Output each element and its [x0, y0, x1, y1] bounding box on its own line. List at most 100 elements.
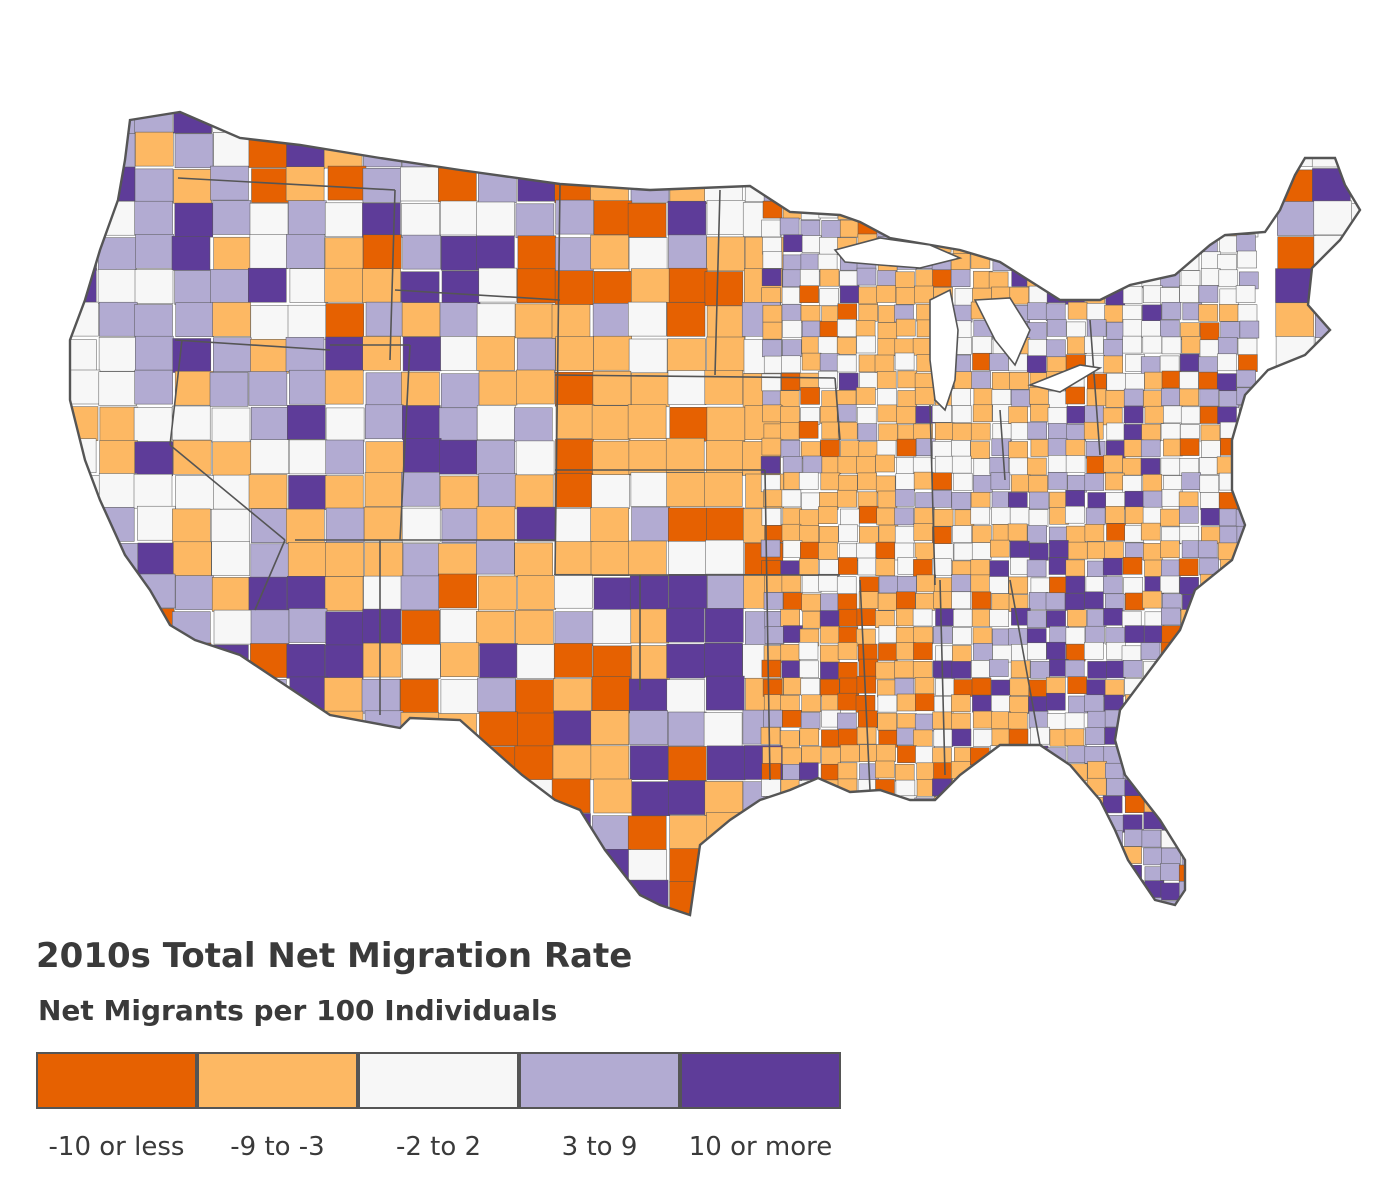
- county-polygon: [858, 441, 879, 459]
- county-polygon: [1009, 372, 1029, 390]
- county-polygon: [933, 116, 953, 135]
- county-polygon: [248, 112, 288, 135]
- county-polygon: [780, 644, 801, 662]
- county-polygon: [250, 643, 289, 678]
- county-polygon: [1029, 829, 1049, 847]
- county-polygon: [953, 899, 973, 915]
- county-polygon: [628, 135, 667, 170]
- county-polygon: [325, 407, 365, 443]
- county-polygon: [134, 304, 173, 339]
- county-polygon: [1143, 847, 1163, 866]
- great-lakes: [833, 237, 1103, 412]
- county-polygon: [1124, 625, 1145, 643]
- county-polygon: [781, 489, 802, 508]
- county-polygon: [285, 337, 325, 372]
- county-polygon: [440, 200, 479, 236]
- county-polygon: [555, 199, 594, 235]
- county-polygon: [1161, 661, 1181, 679]
- county-polygon: [1124, 729, 1145, 747]
- county-polygon: [668, 746, 707, 781]
- county-polygon: [1029, 386, 1049, 405]
- county-polygon: [173, 541, 212, 577]
- county-polygon: [1086, 679, 1106, 697]
- county-polygon: [1199, 339, 1220, 358]
- county-polygon: [1217, 763, 1238, 782]
- county-polygon: [1200, 729, 1221, 747]
- county-polygon: [401, 471, 440, 507]
- county-polygon: [70, 201, 99, 236]
- county-polygon: [1313, 645, 1352, 681]
- county-polygon: [1144, 116, 1165, 135]
- county-polygon: [592, 815, 631, 850]
- county-polygon: [1067, 798, 1087, 816]
- county-polygon: [1180, 406, 1201, 425]
- county-polygon: [1354, 915, 1392, 940]
- county-polygon: [819, 610, 840, 628]
- county-polygon: [440, 679, 480, 714]
- county-polygon: [1125, 183, 1145, 201]
- county-polygon: [630, 472, 670, 507]
- county-polygon: [403, 813, 443, 849]
- county-polygon: [855, 320, 876, 338]
- county-polygon: [668, 574, 708, 609]
- county-polygon: [175, 713, 215, 749]
- county-polygon: [1105, 201, 1125, 220]
- county-polygon: [916, 762, 936, 781]
- county-polygon: [1047, 472, 1068, 490]
- county-polygon: [1008, 492, 1028, 510]
- county-polygon: [515, 440, 555, 476]
- county-polygon: [761, 437, 782, 456]
- county-polygon: [895, 627, 916, 645]
- county-polygon: [951, 217, 971, 236]
- county-polygon: [1161, 370, 1182, 389]
- county-polygon: [289, 676, 329, 712]
- county-polygon: [838, 150, 859, 169]
- county-polygon: [213, 474, 252, 510]
- county-polygon: [762, 133, 782, 152]
- county-polygon: [1064, 134, 1085, 152]
- county-polygon: [248, 267, 287, 303]
- county-polygon: [1217, 353, 1237, 372]
- county-polygon: [251, 168, 290, 203]
- county-polygon: [1178, 237, 1199, 255]
- county-polygon: [628, 849, 667, 884]
- county-polygon: [210, 165, 249, 201]
- county-polygon: [954, 914, 974, 915]
- county-polygon: [1104, 846, 1125, 864]
- county-polygon: [798, 421, 819, 439]
- county-polygon: [1161, 693, 1182, 712]
- county-polygon: [876, 744, 896, 762]
- county-polygon: [1218, 472, 1239, 491]
- county-polygon: [1277, 608, 1316, 643]
- county-polygon: [1065, 439, 1086, 457]
- county-polygon: [951, 388, 971, 406]
- legend-swatch-bin-5: [680, 1052, 841, 1109]
- county-polygon: [1218, 678, 1238, 697]
- county-polygon: [779, 390, 800, 408]
- county-polygon: [1311, 474, 1351, 509]
- county-polygon: [1008, 728, 1029, 747]
- county-polygon: [781, 899, 801, 915]
- county-polygon: [1236, 744, 1256, 763]
- county-polygon: [1125, 217, 1145, 236]
- county-polygon: [514, 815, 554, 850]
- county-polygon: [799, 525, 819, 543]
- county-polygon: [439, 475, 479, 511]
- county-polygon: [1103, 880, 1123, 899]
- county-polygon: [762, 746, 782, 765]
- county-polygon: [401, 302, 441, 337]
- county-polygon: [1142, 184, 1163, 202]
- county-polygon: [631, 781, 671, 816]
- county-polygon: [629, 745, 669, 780]
- county-polygon: [1029, 150, 1050, 168]
- county-polygon: [990, 745, 1010, 763]
- county-polygon: [1028, 509, 1049, 527]
- county-polygon: [837, 133, 857, 151]
- lake-superior: [833, 237, 963, 269]
- legend-label-bin-2: -9 to -3: [230, 1132, 325, 1162]
- county-polygon: [1122, 557, 1143, 575]
- county-polygon: [1010, 779, 1030, 798]
- county-polygon: [897, 745, 917, 763]
- county-polygon: [134, 269, 174, 304]
- county-polygon: [590, 745, 630, 781]
